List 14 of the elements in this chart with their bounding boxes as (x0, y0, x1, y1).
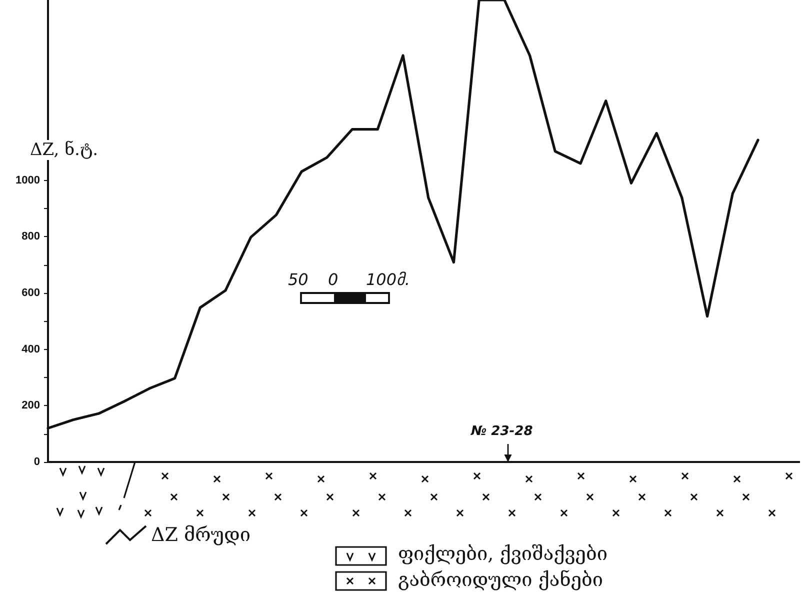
annotation: 100მ. (366, 270, 410, 289)
legend-label: ΔZ მრუდი (151, 524, 250, 546)
annotation: 0 (328, 270, 338, 289)
y-axis-title: ΔZ, ნ.ტ. (30, 140, 98, 160)
text: ფიქლები, ქვიშაქვები (398, 543, 608, 565)
y-tick-label: 0 (34, 456, 40, 468)
y-tick-label: 400 (22, 343, 40, 356)
y-tick-label: 600 (22, 286, 40, 299)
y-tick-label: 200 (22, 400, 40, 412)
y-tick-label: 800 (22, 230, 40, 243)
text: გაბროიდული ქანები (398, 569, 603, 591)
annotation: № 23-28 (471, 424, 533, 439)
y-tick-label: 1000 (16, 174, 40, 186)
annotation: 50 (288, 270, 308, 289)
